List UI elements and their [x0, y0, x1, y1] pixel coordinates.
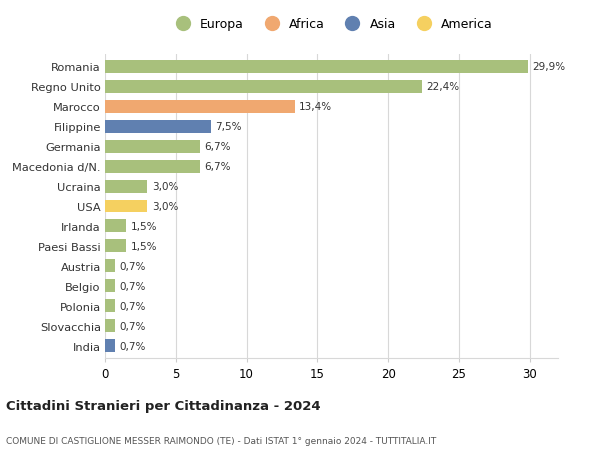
Text: 0,7%: 0,7%	[119, 261, 146, 271]
Text: 1,5%: 1,5%	[130, 241, 157, 252]
Text: 29,9%: 29,9%	[533, 62, 566, 72]
Text: 6,7%: 6,7%	[204, 142, 230, 152]
Bar	[105, 120, 211, 133]
Bar	[105, 260, 115, 273]
Text: 3,0%: 3,0%	[152, 202, 178, 212]
Bar	[105, 160, 200, 173]
Bar	[105, 300, 115, 313]
Bar	[105, 280, 115, 293]
Text: 0,7%: 0,7%	[119, 341, 146, 351]
Text: 0,7%: 0,7%	[119, 281, 146, 291]
Text: 13,4%: 13,4%	[299, 102, 332, 112]
Text: 3,0%: 3,0%	[152, 182, 178, 191]
Bar	[105, 101, 295, 113]
Text: 1,5%: 1,5%	[130, 222, 157, 231]
Text: Cittadini Stranieri per Cittadinanza - 2024: Cittadini Stranieri per Cittadinanza - 2…	[6, 399, 320, 412]
Legend: Europa, Africa, Asia, America: Europa, Africa, Asia, America	[167, 16, 496, 34]
Text: 7,5%: 7,5%	[215, 122, 242, 132]
Text: COMUNE DI CASTIGLIONE MESSER RAIMONDO (TE) - Dati ISTAT 1° gennaio 2024 - TUTTIT: COMUNE DI CASTIGLIONE MESSER RAIMONDO (T…	[6, 436, 436, 445]
Bar	[105, 180, 148, 193]
Bar	[105, 319, 115, 333]
Bar	[105, 220, 126, 233]
Bar	[105, 240, 126, 253]
Bar	[105, 200, 148, 213]
Bar	[105, 140, 200, 153]
Bar	[105, 61, 528, 73]
Text: 6,7%: 6,7%	[204, 162, 230, 172]
Bar	[105, 80, 422, 94]
Text: 22,4%: 22,4%	[427, 82, 460, 92]
Text: 0,7%: 0,7%	[119, 301, 146, 311]
Bar	[105, 340, 115, 353]
Text: 0,7%: 0,7%	[119, 321, 146, 331]
